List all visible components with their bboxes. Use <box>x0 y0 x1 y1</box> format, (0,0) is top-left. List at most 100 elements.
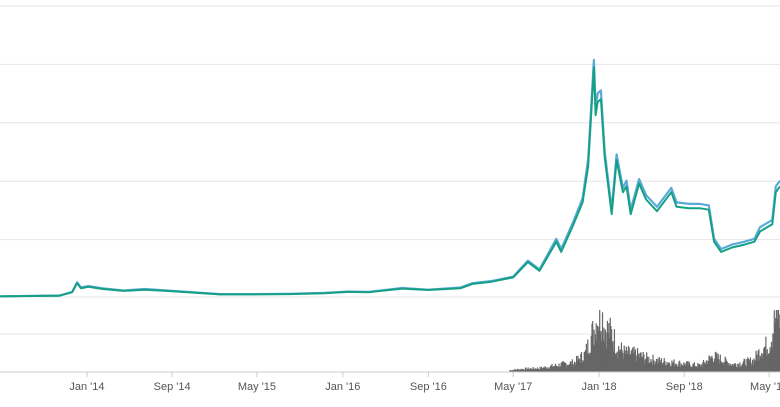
volume-bar <box>608 323 610 372</box>
volume-bar <box>759 355 761 372</box>
volume-bar <box>651 364 653 372</box>
volume-bar <box>637 354 639 372</box>
volume-bar <box>715 354 717 372</box>
volume-bar <box>526 369 528 372</box>
volume-bar <box>720 361 722 372</box>
volume-bar <box>622 358 625 372</box>
volume-bar <box>754 360 756 372</box>
volume-bar <box>736 367 738 372</box>
volume-bar <box>525 367 527 372</box>
volume-bar <box>662 362 664 372</box>
volume-bar <box>635 355 637 372</box>
volume-bar <box>775 317 777 372</box>
volume-bar <box>740 366 742 372</box>
volume-bar <box>712 362 714 372</box>
volume-bar <box>559 367 561 372</box>
volume-bar <box>678 361 680 372</box>
volume-bar <box>763 346 766 372</box>
volume-bar <box>562 361 564 372</box>
volume-bar <box>727 366 729 372</box>
volume-bar <box>685 363 687 372</box>
volume-bar <box>742 361 745 372</box>
volume-bar <box>589 353 592 372</box>
volume-bar <box>708 355 710 372</box>
volume-bar <box>526 368 529 372</box>
volume-bar <box>697 363 699 372</box>
x-tick-label: Sep '18 <box>666 381 703 393</box>
volume-bar <box>740 366 742 372</box>
volume-bar <box>597 325 599 372</box>
volume-bar <box>747 357 749 372</box>
volume-bar <box>711 355 713 372</box>
volume-bar <box>628 347 630 372</box>
volume-bar <box>716 358 719 372</box>
volume-bar <box>615 354 617 372</box>
x-tick-label: Jan '14 <box>69 381 104 393</box>
volume-bar <box>671 360 673 372</box>
volume-bar <box>550 365 552 372</box>
volume-bar <box>667 362 670 372</box>
volume-bar <box>538 369 541 372</box>
volume-bar <box>517 368 519 372</box>
volume-bar <box>656 363 658 372</box>
volume-bar <box>569 361 571 372</box>
x-axis: Jan '14 Sep '14 May '15 Jan '16 Sep '16 May '… <box>0 371 780 393</box>
volume-bar <box>674 363 677 372</box>
volume-bar <box>702 362 704 372</box>
volume-bar <box>658 357 660 372</box>
volume-bar <box>722 364 724 372</box>
volume-bar <box>659 360 661 372</box>
volume-bar <box>629 354 632 372</box>
volume-bar <box>737 363 739 372</box>
volume-bar <box>757 350 759 372</box>
volume-bar <box>681 365 683 372</box>
volume-bar <box>606 348 608 372</box>
volume-bar <box>761 358 763 372</box>
volume-bar <box>691 367 693 372</box>
volume-bar <box>626 350 628 372</box>
volume-bar <box>718 359 720 372</box>
volume-bar <box>521 368 524 372</box>
volume-bar <box>571 359 573 372</box>
volume-bar <box>710 357 712 372</box>
volume-bar <box>547 367 549 372</box>
volume-bar <box>647 362 649 372</box>
volume-bar <box>573 361 576 372</box>
volume-bar <box>601 340 603 372</box>
volume-bar <box>522 369 524 372</box>
volume-bar <box>614 353 616 372</box>
volume-bar <box>559 366 562 372</box>
volume-bar <box>755 350 757 372</box>
volume-bar <box>763 348 765 372</box>
volume-bar <box>565 363 567 372</box>
volume-bar <box>582 362 584 372</box>
volume-bar <box>547 368 550 372</box>
volume-bar <box>639 357 641 372</box>
volume-bar <box>735 364 737 372</box>
volume-bar <box>578 358 580 372</box>
volume-bar <box>605 332 607 372</box>
volume-bar <box>772 333 774 372</box>
price-series <box>0 58 780 298</box>
x-tick-label: Sep '16 <box>410 381 447 393</box>
volume-bar <box>538 368 540 372</box>
volume-bar <box>596 340 598 372</box>
volume-bar <box>624 350 626 372</box>
volume-bar <box>676 366 679 372</box>
volume-bar <box>749 360 751 372</box>
x-tick-label: May '19 <box>750 381 780 393</box>
volume-bar <box>676 363 678 372</box>
volume-bar <box>683 364 686 372</box>
volume-bar <box>625 353 627 372</box>
volume-bar <box>741 364 743 372</box>
volume-bar <box>690 366 693 372</box>
volume-bar <box>717 353 719 372</box>
volume-bar <box>728 365 731 372</box>
volume-bar <box>767 355 769 372</box>
volume-bar <box>653 365 655 372</box>
volume-bar <box>588 355 590 372</box>
volume-bar <box>520 368 522 372</box>
volume-bar <box>545 366 547 372</box>
volume-bar <box>770 350 772 372</box>
